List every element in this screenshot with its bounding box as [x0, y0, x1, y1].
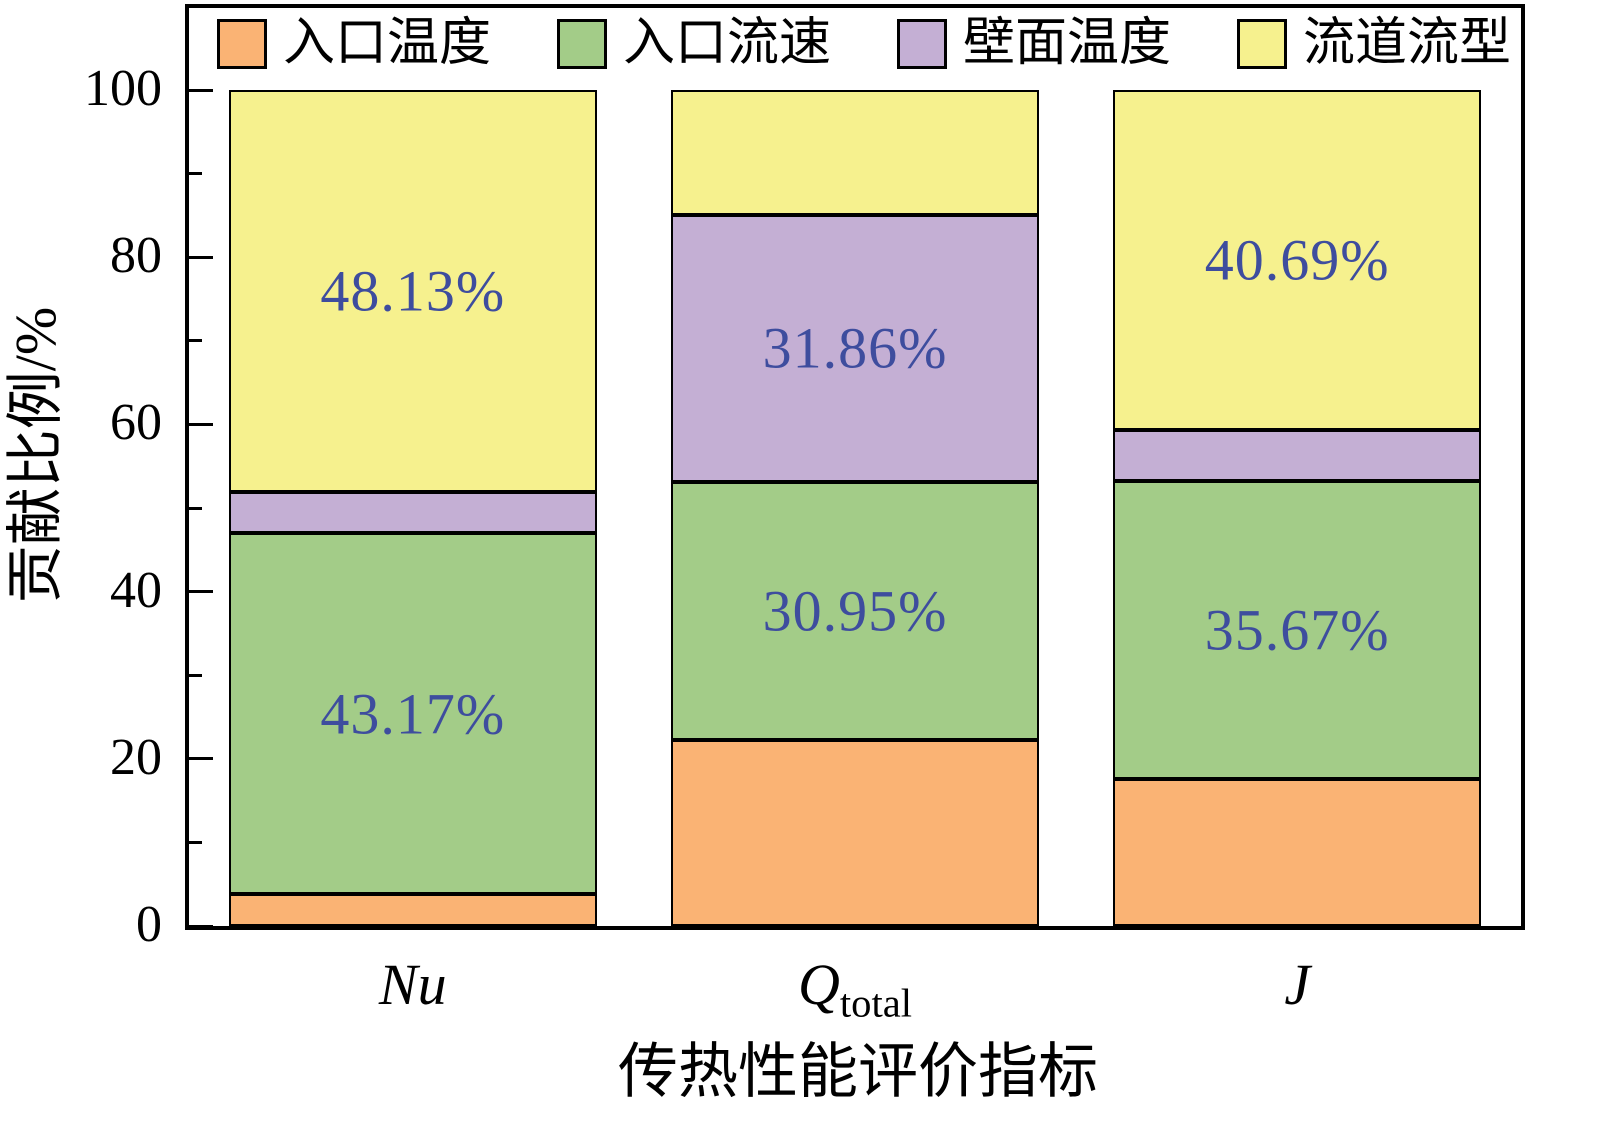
- segment-value-label-J-inlet-velocity: 35.67%: [1204, 597, 1390, 663]
- legend-entry-inlet-velocity: 入口流速: [557, 18, 831, 70]
- bar-segment-Nu-inlet-temperature: [228, 894, 597, 926]
- legend-label-inlet-velocity: 入口流速: [623, 15, 832, 72]
- segment-value-label-Nu-flow-pattern: 48.13%: [320, 258, 506, 324]
- y-axis-major-tick: [189, 924, 213, 928]
- bar-segment-J-flow-pattern: [1113, 90, 1482, 431]
- legend-entry-inlet-temperature: 入口温度: [217, 18, 491, 70]
- legend-swatch-flow-pattern: [1237, 19, 1287, 69]
- y-axis-major-tick: [189, 255, 213, 259]
- bar-segment-Qtotal-inlet-temperature: [671, 740, 1039, 926]
- bar-segment-J-wall-temperature: [1113, 430, 1482, 481]
- y-axis-minor-tick: [189, 339, 202, 343]
- x-category-label-J: J: [1284, 956, 1310, 1014]
- x-category-label-subscript: total: [839, 980, 913, 1026]
- y-axis-minor-tick: [189, 506, 202, 510]
- y-axis-minor-tick: [189, 840, 202, 844]
- y-axis-minor-tick: [189, 172, 202, 176]
- legend-label-wall-temperature: 壁面温度: [963, 15, 1172, 72]
- y-axis-tick-label: 40: [110, 561, 162, 619]
- x-category-label-main: J: [1284, 952, 1311, 1017]
- bar-segment-Nu-wall-temperature: [228, 492, 597, 534]
- y-axis-tick-label: 100: [84, 59, 162, 117]
- legend-label-flow-pattern: 流道流型: [1303, 15, 1512, 72]
- legend-swatch-inlet-velocity: [557, 19, 607, 69]
- bar-segment-Qtotal-inlet-velocity: [671, 481, 1039, 741]
- y-axis-tick-label: 0: [136, 895, 162, 953]
- y-axis-tick-label: 20: [110, 728, 162, 786]
- legend-label-inlet-temperature: 入口温度: [283, 15, 492, 72]
- y-axis-minor-tick: [189, 673, 202, 677]
- x-category-label-Qtotal: Qtotal: [798, 956, 912, 1024]
- plot-area: 43.17% 48.13% 30.95% 31.86% 35.67% 40.69% 入口温度…: [185, 4, 1525, 930]
- y-axis-major-tick: [189, 590, 213, 594]
- segment-value-label-Nu-inlet-velocity: 43.17%: [320, 681, 506, 747]
- y-axis-major-tick: [189, 422, 213, 426]
- y-axis-title: 贡献比例/%: [3, 306, 68, 604]
- y-axis-tick-label: 60: [110, 394, 162, 452]
- bar-segment-Nu-flow-pattern: [228, 90, 597, 493]
- bar-segment-Qtotal-wall-temperature: [671, 215, 1039, 482]
- segment-value-label-J-flow-pattern: 40.69%: [1204, 227, 1390, 293]
- legend-swatch-inlet-temperature: [217, 19, 267, 69]
- segment-value-label-Qtotal-inlet-velocity: 30.95%: [762, 578, 948, 644]
- bar-segment-Qtotal-flow-pattern: [671, 90, 1039, 216]
- legend-entry-flow-pattern: 流道流型: [1237, 18, 1511, 70]
- x-axis-title: 传热性能评价指标: [618, 1039, 1098, 1105]
- segment-value-label-Qtotal-wall-temperature: 31.86%: [762, 315, 948, 381]
- bar-segment-Nu-inlet-velocity: [228, 533, 597, 895]
- x-category-label-main: Nu: [378, 952, 447, 1017]
- legend-swatch-wall-temperature: [897, 19, 947, 69]
- y-axis-major-tick: [189, 88, 213, 92]
- bar-segment-J-inlet-temperature: [1113, 778, 1482, 926]
- x-category-label-Nu: Nu: [379, 956, 447, 1014]
- y-axis-major-tick: [189, 757, 213, 761]
- y-axis-tick-label: 80: [110, 227, 162, 285]
- legend-entry-wall-temperature: 壁面温度: [897, 18, 1171, 70]
- bar-segment-J-inlet-velocity: [1113, 480, 1482, 779]
- x-category-label-main: Q: [797, 952, 840, 1017]
